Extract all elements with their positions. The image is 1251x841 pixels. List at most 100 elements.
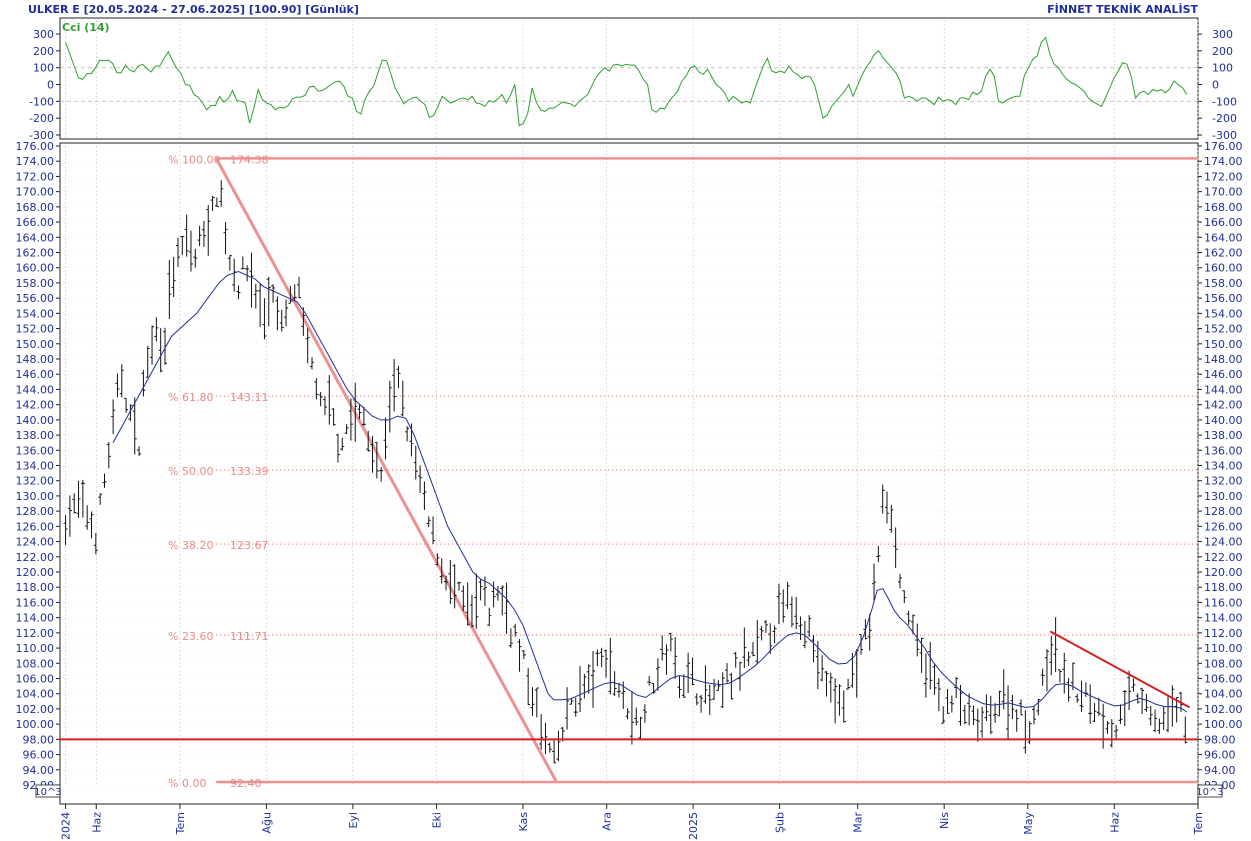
price-bars: [63, 180, 1188, 764]
price-tick-label-left: 154.00: [16, 307, 55, 320]
indicator-tick-label-left: -300: [29, 129, 54, 142]
indicator-tick-label-left: 300: [33, 28, 54, 41]
time-tick-label: Mar: [852, 812, 865, 833]
price-tick-label-right: 108.00: [1204, 657, 1243, 670]
price-tick-label-left: 108.00: [16, 657, 55, 670]
price-tick-label-left: 96.00: [23, 749, 55, 762]
price-tick-label-left: 158.00: [16, 277, 55, 290]
price-tick-label-left: 106.00: [16, 673, 55, 686]
price-tick-label-left: 120.00: [16, 566, 55, 579]
price-tick-label-right: 138.00: [1204, 429, 1243, 442]
time-tick-label: 2025: [687, 812, 700, 840]
price-tick-label-right: 98.00: [1204, 733, 1236, 746]
price-tick-label-right: 162.00: [1204, 247, 1243, 260]
price-tick-label-right: 148.00: [1204, 353, 1243, 366]
price-tick-label-left: 170.00: [16, 186, 55, 199]
indicator-tick-label-right: 0: [1212, 79, 1219, 92]
time-tick-label: Nis: [938, 812, 951, 829]
fib-level-percent: % 100.00: [168, 153, 220, 166]
time-tick-label: Ağu: [260, 812, 273, 833]
indicator-grid: [60, 20, 1199, 138]
price-tick-label-right: 122.00: [1204, 551, 1243, 564]
price-tick-label-right: 94.00: [1204, 764, 1236, 777]
price-tick-label-right: 156.00: [1204, 292, 1243, 305]
time-tick-label: Eyl: [347, 812, 360, 829]
price-tick-label-left: 124.00: [16, 536, 55, 549]
price-tick-label-left: 164.00: [16, 231, 55, 244]
fib-level-value: 143.11: [230, 391, 269, 404]
price-tick-label-right: 152.00: [1204, 323, 1243, 336]
fib-level-percent: % 38.20: [168, 539, 213, 552]
price-tick-label-right: 174.00: [1204, 155, 1243, 168]
price-tick-label-left: 98.00: [23, 733, 55, 746]
price-tick-label-right: 124.00: [1204, 536, 1243, 549]
indicator-tick-label-right: 200: [1212, 45, 1233, 58]
price-tick-label-right: 126.00: [1204, 520, 1243, 533]
price-tick-label-left: 128.00: [16, 505, 55, 518]
price-tick-label-right: 114.00: [1204, 612, 1243, 625]
price-tick-label-right: 128.00: [1204, 505, 1243, 518]
price-tick-label-right: 106.00: [1204, 673, 1243, 686]
moving-average-line: [112, 270, 1188, 713]
price-tick-label-right: 172.00: [1204, 170, 1243, 183]
price-tick-label-left: 140.00: [16, 414, 55, 427]
price-tick-label-right: 144.00: [1204, 383, 1243, 396]
time-tick-label: Tem: [1192, 812, 1205, 835]
vendor-label: FİNNET TEKNİK ANALİST: [1047, 2, 1198, 16]
price-tick-label-left: 142.00: [16, 399, 55, 412]
price-tick-label-right: 140.00: [1204, 414, 1243, 427]
indicator-tick-label-left: -100: [29, 95, 54, 108]
price-tick-label-right: 142.00: [1204, 399, 1243, 412]
time-axis: 2024 Haz Tem Ağu Eyl Eki Kas Ara 2025 Şub Mar Nis Ma…: [60, 804, 1205, 840]
indicator-tick-label-right: -100: [1212, 95, 1237, 108]
scale-box-left: [35, 784, 61, 798]
price-tick-label-left: 100.00: [16, 718, 55, 731]
time-tick-label: Tem: [174, 812, 187, 835]
indicator-ticks: 300 300 200 200 100 100 0 0 -100 -100 -200 -200 -300…: [29, 28, 1237, 142]
price-tick-label-left: 130.00: [16, 490, 55, 503]
fib-level-value: 123.67: [230, 539, 269, 552]
price-tick-label-left: 102.00: [16, 703, 55, 716]
price-tick-label-right: 158.00: [1204, 277, 1243, 290]
price-tick-label-right: 120.00: [1204, 566, 1243, 579]
price-tick-label-left: 114.00: [16, 612, 55, 625]
fib-level-percent: % 50.00: [168, 465, 213, 478]
price-tick-label-left: 148.00: [16, 353, 55, 366]
price-tick-label-left: 144.00: [16, 383, 55, 396]
fib-level-percent: % 61.80: [168, 391, 213, 404]
price-tick-label-right: 160.00: [1204, 262, 1243, 275]
scale-label-right: 10^3: [1196, 787, 1223, 798]
price-tick-label-left: 146.00: [16, 368, 55, 381]
time-tick-label: May: [1022, 812, 1035, 835]
price-tick-label-left: 112.00: [16, 627, 55, 640]
time-tick-label: Kas: [517, 812, 530, 832]
price-tick-label-right: 112.00: [1204, 627, 1243, 640]
fib-level-percent: % 23.60: [168, 630, 213, 643]
price-tick-label-right: 130.00: [1204, 490, 1243, 503]
time-tick-label: 2024: [60, 812, 73, 840]
price-tick-label-right: 176.00: [1204, 140, 1243, 153]
fib-level-percent: % 0.00: [168, 777, 206, 790]
cci-series-line: [65, 36, 1188, 127]
price-tick-label-right: 132.00: [1204, 475, 1243, 488]
price-tick-label-left: 136.00: [16, 444, 55, 457]
price-tick-label-right: 154.00: [1204, 307, 1243, 320]
price-tick-label-right: 116.00: [1204, 596, 1243, 609]
time-tick-label: Eki: [431, 812, 444, 828]
price-tick-label-left: 104.00: [16, 688, 55, 701]
time-tick-label: Haz: [1108, 812, 1121, 833]
price-tick-label-left: 118.00: [16, 581, 55, 594]
indicator-pane: Cci (14) 300 300 200 200 100 100 0 0 -100 -100 -20…: [29, 17, 1237, 142]
time-tick-label: Ara: [601, 812, 614, 831]
price-tick-label-right: 164.00: [1204, 231, 1243, 244]
price-tick-label-right: 100.00: [1204, 718, 1243, 731]
scale-box-right: [1197, 784, 1223, 798]
time-tick-label: Şub: [774, 812, 787, 833]
fib-level-value: 133.39: [230, 465, 269, 478]
chart-title: ULKER E [20.05.2024 - 27.06.2025] [100.9…: [28, 3, 359, 16]
price-tick-label-left: 116.00: [16, 596, 55, 609]
fib-level-value: 174.38: [230, 153, 269, 166]
fib-level-value: 111.71: [230, 630, 269, 643]
